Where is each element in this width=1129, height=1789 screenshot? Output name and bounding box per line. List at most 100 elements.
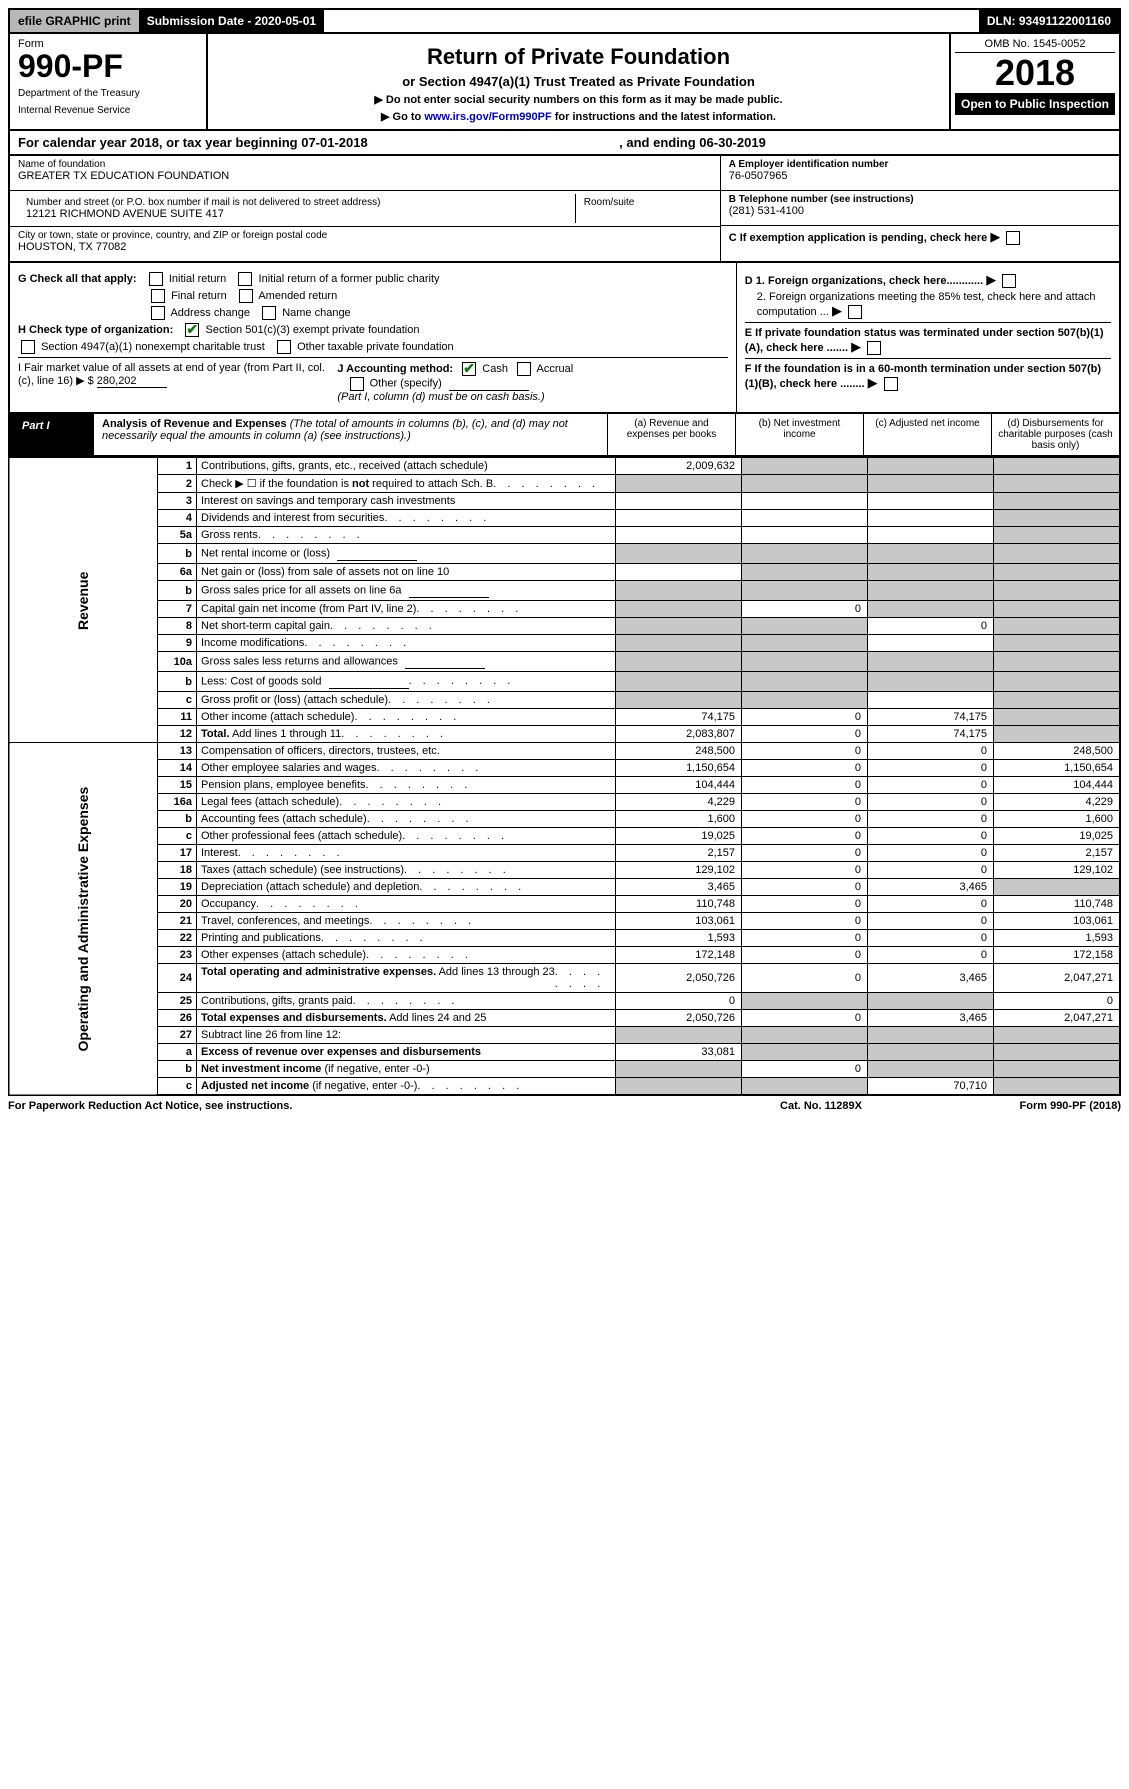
table-row: Revenue1Contributions, gifts, grants, et… [9,458,1120,475]
table-row: cAdjusted net income (if negative, enter… [9,1078,1120,1096]
g-row: G Check all that apply: Initial return I… [18,272,728,286]
g-final-checkbox[interactable] [151,289,165,303]
form-title-block: Return of Private Foundation or Section … [208,34,949,129]
table-row: bLess: Cost of goods sold . . . . . . . … [9,672,1120,692]
open-public-badge: Open to Public Inspection [955,93,1115,115]
tax-year: 2018 [955,55,1115,91]
table-row: 25Contributions, gifts, grants paid . . … [9,993,1120,1010]
h-other-checkbox[interactable] [277,340,291,354]
table-row: 22Printing and publications . . . . . . … [9,930,1120,947]
expenses-side-label: Operating and Administrative Expenses [9,743,158,1096]
cat-number: Cat. No. 11289X [721,1100,921,1112]
e-row: E If private foundation status was termi… [745,322,1111,355]
table-row: 2Check ▶ ☐ if the foundation is not requ… [9,475,1120,493]
g-initial-checkbox[interactable] [149,272,163,286]
table-row: Operating and Administrative Expenses13C… [9,743,1120,760]
ein-row: A Employer identification number 76-0507… [721,156,1119,191]
table-row: 9Income modifications . . . . . . . . [9,635,1120,652]
d1-row: D 1. Foreign organizations, check here..… [745,272,1111,288]
j-cash-checkbox[interactable] [462,362,476,376]
g-initial-former-checkbox[interactable] [238,272,252,286]
g-address-checkbox[interactable] [151,306,165,320]
table-row: 14Other employee salaries and wages . . … [9,760,1120,777]
dln-label: DLN: 93491122001160 [979,10,1119,32]
table-row: bNet investment income (if negative, ent… [9,1061,1120,1078]
check-section: G Check all that apply: Initial return I… [8,263,1121,414]
omb-number: OMB No. 1545-0052 [955,38,1115,53]
form-url-link[interactable]: www.irs.gov/Form990PF [424,111,551,123]
calendar-year-row: For calendar year 2018, or tax year begi… [8,131,1121,156]
table-row: 3Interest on savings and temporary cash … [9,493,1120,510]
form-number: 990-PF [18,50,198,82]
goto-note: ▶ Go to www.irs.gov/Form990PF for instru… [216,110,941,123]
g-name-checkbox[interactable] [262,306,276,320]
table-row: 8Net short-term capital gain . . . . . .… [9,618,1120,635]
form-footer-label: Form 990-PF (2018) [921,1100,1121,1112]
table-row: 16aLegal fees (attach schedule) . . . . … [9,794,1120,811]
top-bar: efile GRAPHIC print Submission Date - 20… [8,8,1121,34]
table-row: bAccounting fees (attach schedule) . . .… [9,811,1120,828]
f-row: F If the foundation is in a 60-month ter… [745,358,1111,391]
c-exemption-row: C If exemption application is pending, c… [721,226,1119,260]
revenue-side-label: Revenue [9,458,158,743]
table-row: 20Occupancy . . . . . . . .110,74800110,… [9,896,1120,913]
i-j-row: I Fair market value of all assets at end… [18,357,728,403]
table-row: 19Depreciation (attach schedule) and dep… [9,879,1120,896]
city-row: City or town, state or province, country… [10,227,720,261]
ssn-note: ▶ Do not enter social security numbers o… [216,93,941,106]
d2-row: 2. Foreign organizations meeting the 85%… [745,291,1111,319]
page-footer: For Paperwork Reduction Act Notice, see … [8,1096,1121,1116]
part1-header: Part I Analysis of Revenue and Expenses … [8,414,1121,457]
table-row: 11Other income (attach schedule) . . . .… [9,709,1120,726]
j-accrual-checkbox[interactable] [517,362,531,376]
table-row: 21Travel, conferences, and meetings . . … [9,913,1120,930]
efile-label: efile GRAPHIC print [10,10,139,32]
table-row: 6aNet gain or (loss) from sale of assets… [9,564,1120,581]
fmv-value: 280,202 [97,375,167,388]
table-row: 27Subtract line 26 from line 12: [9,1027,1120,1044]
paperwork-notice: For Paperwork Reduction Act Notice, see … [8,1100,721,1112]
c-checkbox[interactable] [1006,231,1020,245]
j-other-checkbox[interactable] [350,377,364,391]
h-row: H Check type of organization: Section 50… [18,323,728,337]
col-b-header: (b) Net investment income [735,414,863,455]
table-row: cGross profit or (loss) (attach schedule… [9,692,1120,709]
form-title: Return of Private Foundation [216,44,941,70]
col-c-header: (c) Adjusted net income [863,414,991,455]
col-a-header: (a) Revenue and expenses per books [607,414,735,455]
table-row: cOther professional fees (attach schedul… [9,828,1120,845]
address-row: Number and street (or P.O. box number if… [10,191,720,227]
table-row: 17Interest . . . . . . . .2,157002,157 [9,845,1120,862]
table-row: aExcess of revenue over expenses and dis… [9,1044,1120,1061]
f-checkbox[interactable] [884,377,898,391]
table-row: 7Capital gain net income (from Part IV, … [9,601,1120,618]
g-amended-checkbox[interactable] [239,289,253,303]
submission-date: Submission Date - 2020-05-01 [139,10,324,32]
part1-tab: Part I [10,414,94,455]
form-header: Form 990-PF Department of the Treasury I… [8,34,1121,131]
table-row: 23Other expenses (attach schedule) . . .… [9,947,1120,964]
cal-year-begin: For calendar year 2018, or tax year begi… [18,135,619,150]
e-checkbox[interactable] [867,341,881,355]
form-number-block: Form 990-PF Department of the Treasury I… [10,34,208,129]
phone-row: B Telephone number (see instructions) (2… [721,191,1119,226]
irs-label: Internal Revenue Service [18,105,198,116]
entity-info: Name of foundation GREATER TX EDUCATION … [8,156,1121,263]
table-row: 10aGross sales less returns and allowanc… [9,652,1120,672]
table-row: 26Total expenses and disbursements. Add … [9,1010,1120,1027]
d1-checkbox[interactable] [1002,274,1016,288]
h-4947-checkbox[interactable] [21,340,35,354]
table-row: 4Dividends and interest from securities … [9,510,1120,527]
dept-treasury: Department of the Treasury [18,88,198,99]
foundation-name-row: Name of foundation GREATER TX EDUCATION … [10,156,720,191]
cal-year-end: , and ending 06-30-2019 [619,135,1111,150]
part1-desc: Analysis of Revenue and Expenses (The to… [94,414,607,455]
table-row: 24Total operating and administrative exp… [9,964,1120,993]
h-501c3-checkbox[interactable] [185,323,199,337]
year-block: OMB No. 1545-0052 2018 Open to Public In… [949,34,1119,129]
d2-checkbox[interactable] [848,305,862,319]
form-subtitle: or Section 4947(a)(1) Trust Treated as P… [216,74,941,89]
table-row: bNet rental income or (loss) [9,544,1120,564]
part1-table: Revenue1Contributions, gifts, grants, et… [8,457,1121,1096]
table-row: 18Taxes (attach schedule) (see instructi… [9,862,1120,879]
